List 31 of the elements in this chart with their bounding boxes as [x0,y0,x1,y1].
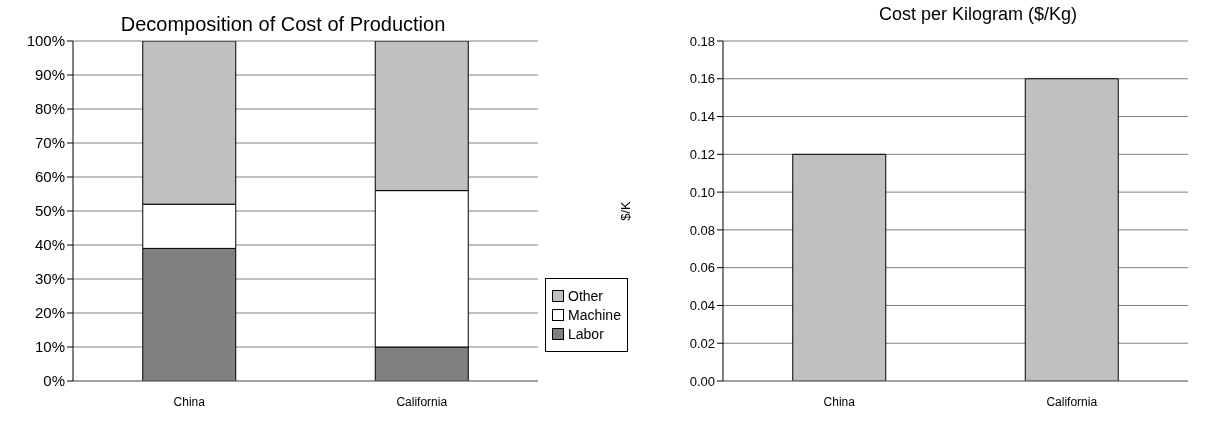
y-tick-label: 100% [26,32,65,50]
y-tick-label: 40% [34,236,65,254]
y-tick-label: 20% [34,304,65,322]
y-tick-label: 30% [34,270,65,288]
y-tick-label: 70% [34,134,65,152]
chart-title: Decomposition of Cost of Production [120,13,446,35]
y-tick-label: 0.06 [689,260,715,276]
y-tick-label: 0.02 [689,335,715,351]
y-tick-label: 0.10 [689,184,715,200]
legend-label: Labor [568,326,604,342]
y-tick-label: 10% [34,338,65,356]
x-tick-label: California [396,394,448,409]
y-tick-label: 0.14 [689,109,715,125]
y-tick-label: 0.18 [689,33,715,49]
chart-title: Cost per Kilogram ($/Kg) [877,4,1079,25]
y-tick-label: 80% [34,100,65,118]
y-tick-label: 50% [34,202,65,220]
y-axis-title: $/K [617,200,633,221]
y-tick-label: 0.00 [689,373,715,389]
y-tick-label: 0.08 [689,222,715,238]
legend-label: Machine [568,307,621,323]
x-tick-label: China [173,394,206,409]
y-tick-label: 90% [34,66,65,84]
y-tick-label: 0% [43,372,65,390]
x-tick-label: California [1046,394,1098,409]
y-tick-label: 0.16 [689,71,715,87]
x-tick-label: China [823,394,856,409]
y-tick-label: 0.04 [689,298,715,314]
y-tick-label: 60% [34,168,65,186]
y-tick-label: 0.12 [689,146,715,162]
legend-label: Other [568,288,604,304]
